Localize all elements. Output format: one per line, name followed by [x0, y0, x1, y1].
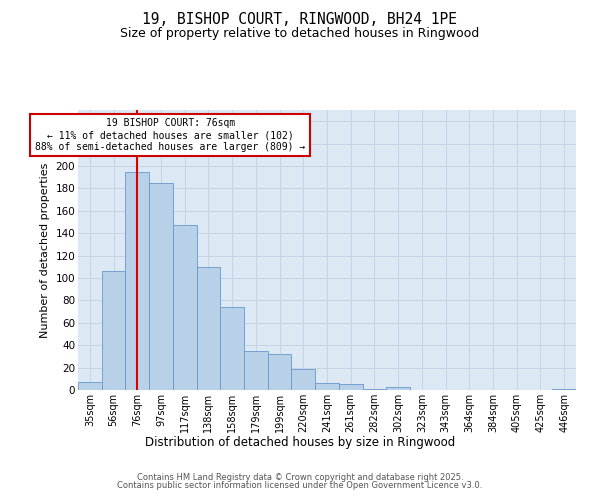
Bar [173, 226, 197, 390]
Text: 19, BISHOP COURT, RINGWOOD, BH24 1PE: 19, BISHOP COURT, RINGWOOD, BH24 1PE [143, 12, 458, 28]
Text: Size of property relative to detached houses in Ringwood: Size of property relative to detached ho… [121, 28, 479, 40]
Bar [125, 172, 149, 390]
Bar [292, 368, 315, 390]
Bar [552, 389, 576, 390]
Text: 19 BISHOP COURT: 76sqm
← 11% of detached houses are smaller (102)
88% of semi-de: 19 BISHOP COURT: 76sqm ← 11% of detached… [35, 118, 305, 152]
Bar [339, 384, 362, 390]
Bar [315, 384, 339, 390]
Text: Contains HM Land Registry data © Crown copyright and database right 2025.: Contains HM Land Registry data © Crown c… [137, 472, 463, 482]
Bar [268, 354, 292, 390]
Y-axis label: Number of detached properties: Number of detached properties [40, 162, 50, 338]
Bar [386, 386, 410, 390]
Text: Contains public sector information licensed under the Open Government Licence v3: Contains public sector information licen… [118, 481, 482, 490]
Bar [244, 351, 268, 390]
Text: Distribution of detached houses by size in Ringwood: Distribution of detached houses by size … [145, 436, 455, 449]
Bar [220, 307, 244, 390]
Bar [102, 272, 125, 390]
Bar [78, 382, 102, 390]
Bar [149, 183, 173, 390]
Bar [362, 389, 386, 390]
Bar [197, 267, 220, 390]
